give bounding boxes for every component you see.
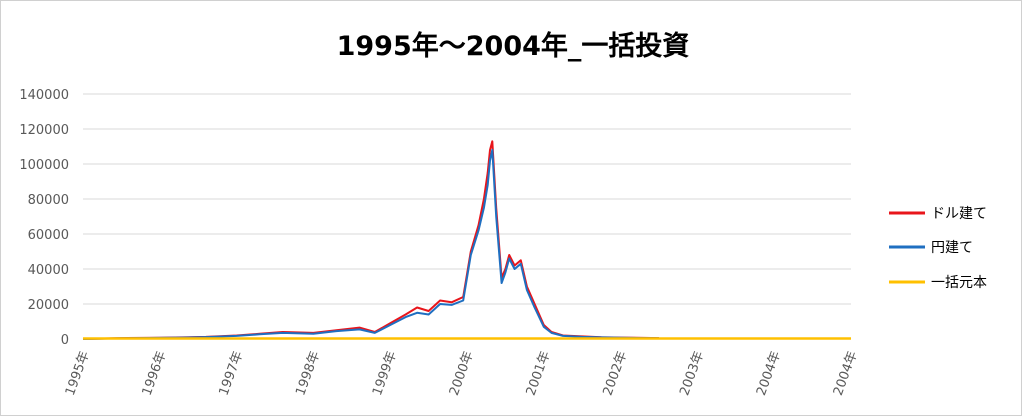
y-tick-label: 80000 xyxy=(28,193,69,208)
x-tick-label: 1996年 xyxy=(140,349,170,397)
x-tick-label: 2004年 xyxy=(831,349,861,397)
x-tick-label: 2004年 xyxy=(754,349,784,397)
x-tick-label: 2003年 xyxy=(677,349,707,397)
y-tick-label: 140000 xyxy=(19,88,69,103)
gridlines xyxy=(83,93,851,340)
x-tick-label: 1995年 xyxy=(63,349,93,397)
y-tick-label: 100000 xyxy=(19,158,69,173)
legend-label: 円建て xyxy=(931,240,973,256)
x-tick-label: 2002年 xyxy=(600,349,630,397)
series-lines xyxy=(82,140,851,340)
legend-label: ドル建て xyxy=(931,206,987,222)
y-tick-label: 20000 xyxy=(28,298,69,313)
legend-label: 一括元本 xyxy=(931,275,987,291)
y-tick-label: 0 xyxy=(61,333,69,348)
series-line-1 xyxy=(82,140,660,340)
chart-title: 1995年～2004年_一括投資 xyxy=(337,30,690,62)
x-tick-label: 1999年 xyxy=(370,349,400,397)
y-tick-label: 120000 xyxy=(19,123,69,138)
y-axis-tick-labels: 0 20000 40000 60000 80000 100000 120000 140000 xyxy=(19,88,69,348)
series-line-2 xyxy=(82,149,660,340)
x-tick-label: 1997年 xyxy=(216,349,246,397)
x-tick-label: 1998年 xyxy=(293,349,323,397)
x-tick-label: 2001年 xyxy=(524,349,554,397)
x-tick-label: 2000年 xyxy=(447,349,477,397)
y-tick-label: 60000 xyxy=(28,228,69,243)
y-tick-label: 40000 xyxy=(28,263,69,278)
x-axis-tick-labels: 1995年 1996年 1997年 1998年 1999年 2000年 2001年 2002年… xyxy=(63,349,861,397)
